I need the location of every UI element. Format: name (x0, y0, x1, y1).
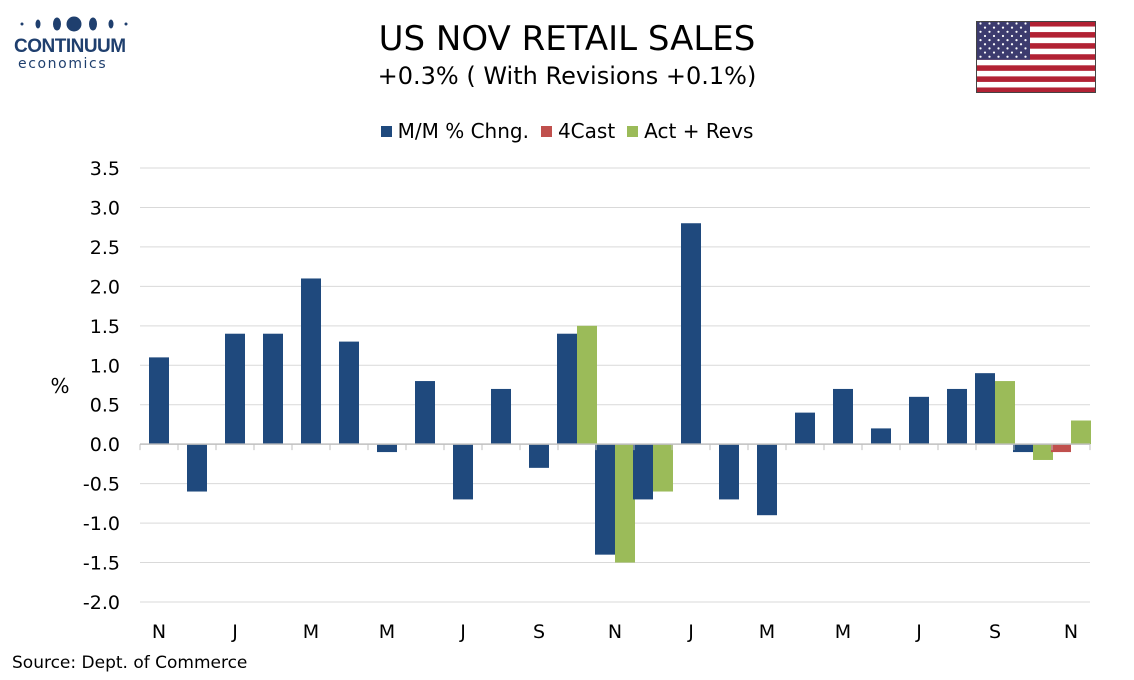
bar-m-m-chng (339, 341, 359, 445)
bar-m-m-chng (529, 444, 549, 468)
bar-m-m-chng (149, 357, 169, 445)
bar-m-m-chng (1013, 444, 1033, 453)
bar-m-m-chng (595, 444, 615, 555)
bar-m-m-chng (757, 444, 777, 516)
bar-act-revs (1071, 420, 1091, 445)
flag-stripe (976, 32, 1096, 38)
bar-act-revs (577, 325, 597, 445)
chart-subtitle: +0.3% ( With Revisions +0.1%) (377, 62, 757, 90)
y-tick-label: -0.5 (83, 474, 120, 496)
y-tick-label: 1.0 (90, 355, 120, 377)
flag-stripe (976, 54, 1096, 60)
logo-dots-icon (20, 16, 128, 32)
bar-m-m-chng (947, 388, 967, 445)
x-tick-label: M (835, 621, 851, 643)
y-axis-label: % (50, 374, 69, 398)
y-tick-label: -2.0 (83, 592, 120, 614)
bar-m-m-chng (453, 444, 473, 500)
x-tick-label: S (989, 621, 1001, 643)
bar-m-m-chng (909, 396, 929, 445)
x-tick-label: M (379, 621, 395, 643)
bar-m-m-chng (301, 278, 321, 445)
y-tick-label: 0.5 (90, 395, 120, 417)
bar-m-m-chng (557, 333, 577, 445)
bar-act-revs (615, 444, 635, 563)
y-tick-label: 2.0 (90, 276, 120, 298)
x-tick-label: N (608, 621, 622, 643)
y-tick-label: 0.0 (90, 434, 120, 456)
legend-label: 4Cast (557, 119, 616, 143)
legend-item: M/M % Chng. (380, 118, 529, 144)
x-tick-label: M (759, 621, 775, 643)
x-tick-label: N (152, 621, 166, 643)
x-tick-label: J (231, 621, 238, 643)
us-flag-icon (976, 21, 1096, 93)
source-note: Source: Dept. of Commerce (12, 653, 248, 673)
x-tick-label: J (687, 621, 694, 643)
x-tick-label: J (459, 621, 466, 643)
chart-title: US NOV RETAIL SALES (378, 19, 756, 59)
flag-stripe (976, 43, 1096, 49)
legend-item: Act + Revs (627, 118, 753, 144)
x-tick-label: J (915, 621, 922, 643)
company-logo: CONTINUUM economics (14, 14, 134, 74)
legend-swatch (380, 126, 392, 137)
bar-m-m-chng (633, 444, 653, 500)
y-tick-label: -1.5 (83, 553, 120, 575)
logo-subtitle: economics (18, 56, 108, 72)
y-tick-label: 3.5 (90, 158, 120, 180)
bar-m-m-chng (681, 223, 701, 445)
legend-swatch (627, 126, 639, 137)
y-tick-label: 3.0 (90, 197, 120, 219)
flag-stripe (976, 76, 1096, 82)
x-tick-label: S (533, 621, 545, 643)
flag-stripe (976, 21, 1096, 27)
flag-stripe (976, 65, 1096, 71)
legend-label: Act + Revs (644, 119, 754, 143)
y-tick-label: 1.5 (90, 316, 120, 338)
y-tick-label: -1.0 (83, 513, 120, 535)
bar-4cast (1051, 444, 1071, 453)
bar-m-m-chng (225, 333, 245, 445)
bar-m-m-chng (377, 444, 397, 453)
bar-m-m-chng (833, 388, 853, 445)
legend-item: 4Cast (540, 118, 616, 144)
bar-m-m-chng (415, 381, 435, 445)
bar-m-m-chng (975, 373, 995, 445)
y-tick-label: 2.5 (90, 237, 120, 259)
x-tick-label: N (1064, 621, 1078, 643)
legend-label: M/M % Chng. (397, 119, 529, 143)
bar-m-m-chng (187, 444, 207, 492)
bar-act-revs (1033, 444, 1053, 460)
bar-act-revs (995, 381, 1015, 445)
bar-m-m-chng (871, 428, 891, 445)
bar-m-m-chng (491, 388, 511, 445)
flag-stripe (976, 87, 1096, 93)
chart-legend: M/M % Chng. 4Cast Act + Revs (0, 118, 1134, 144)
legend-swatch (540, 126, 552, 137)
x-tick-label: M (303, 621, 319, 643)
bar-m-m-chng (719, 444, 739, 500)
bar-act-revs (653, 444, 673, 492)
bar-m-m-chng (263, 333, 283, 445)
bar-m-m-chng (795, 412, 815, 445)
logo-name: CONTINUUM (14, 36, 126, 57)
